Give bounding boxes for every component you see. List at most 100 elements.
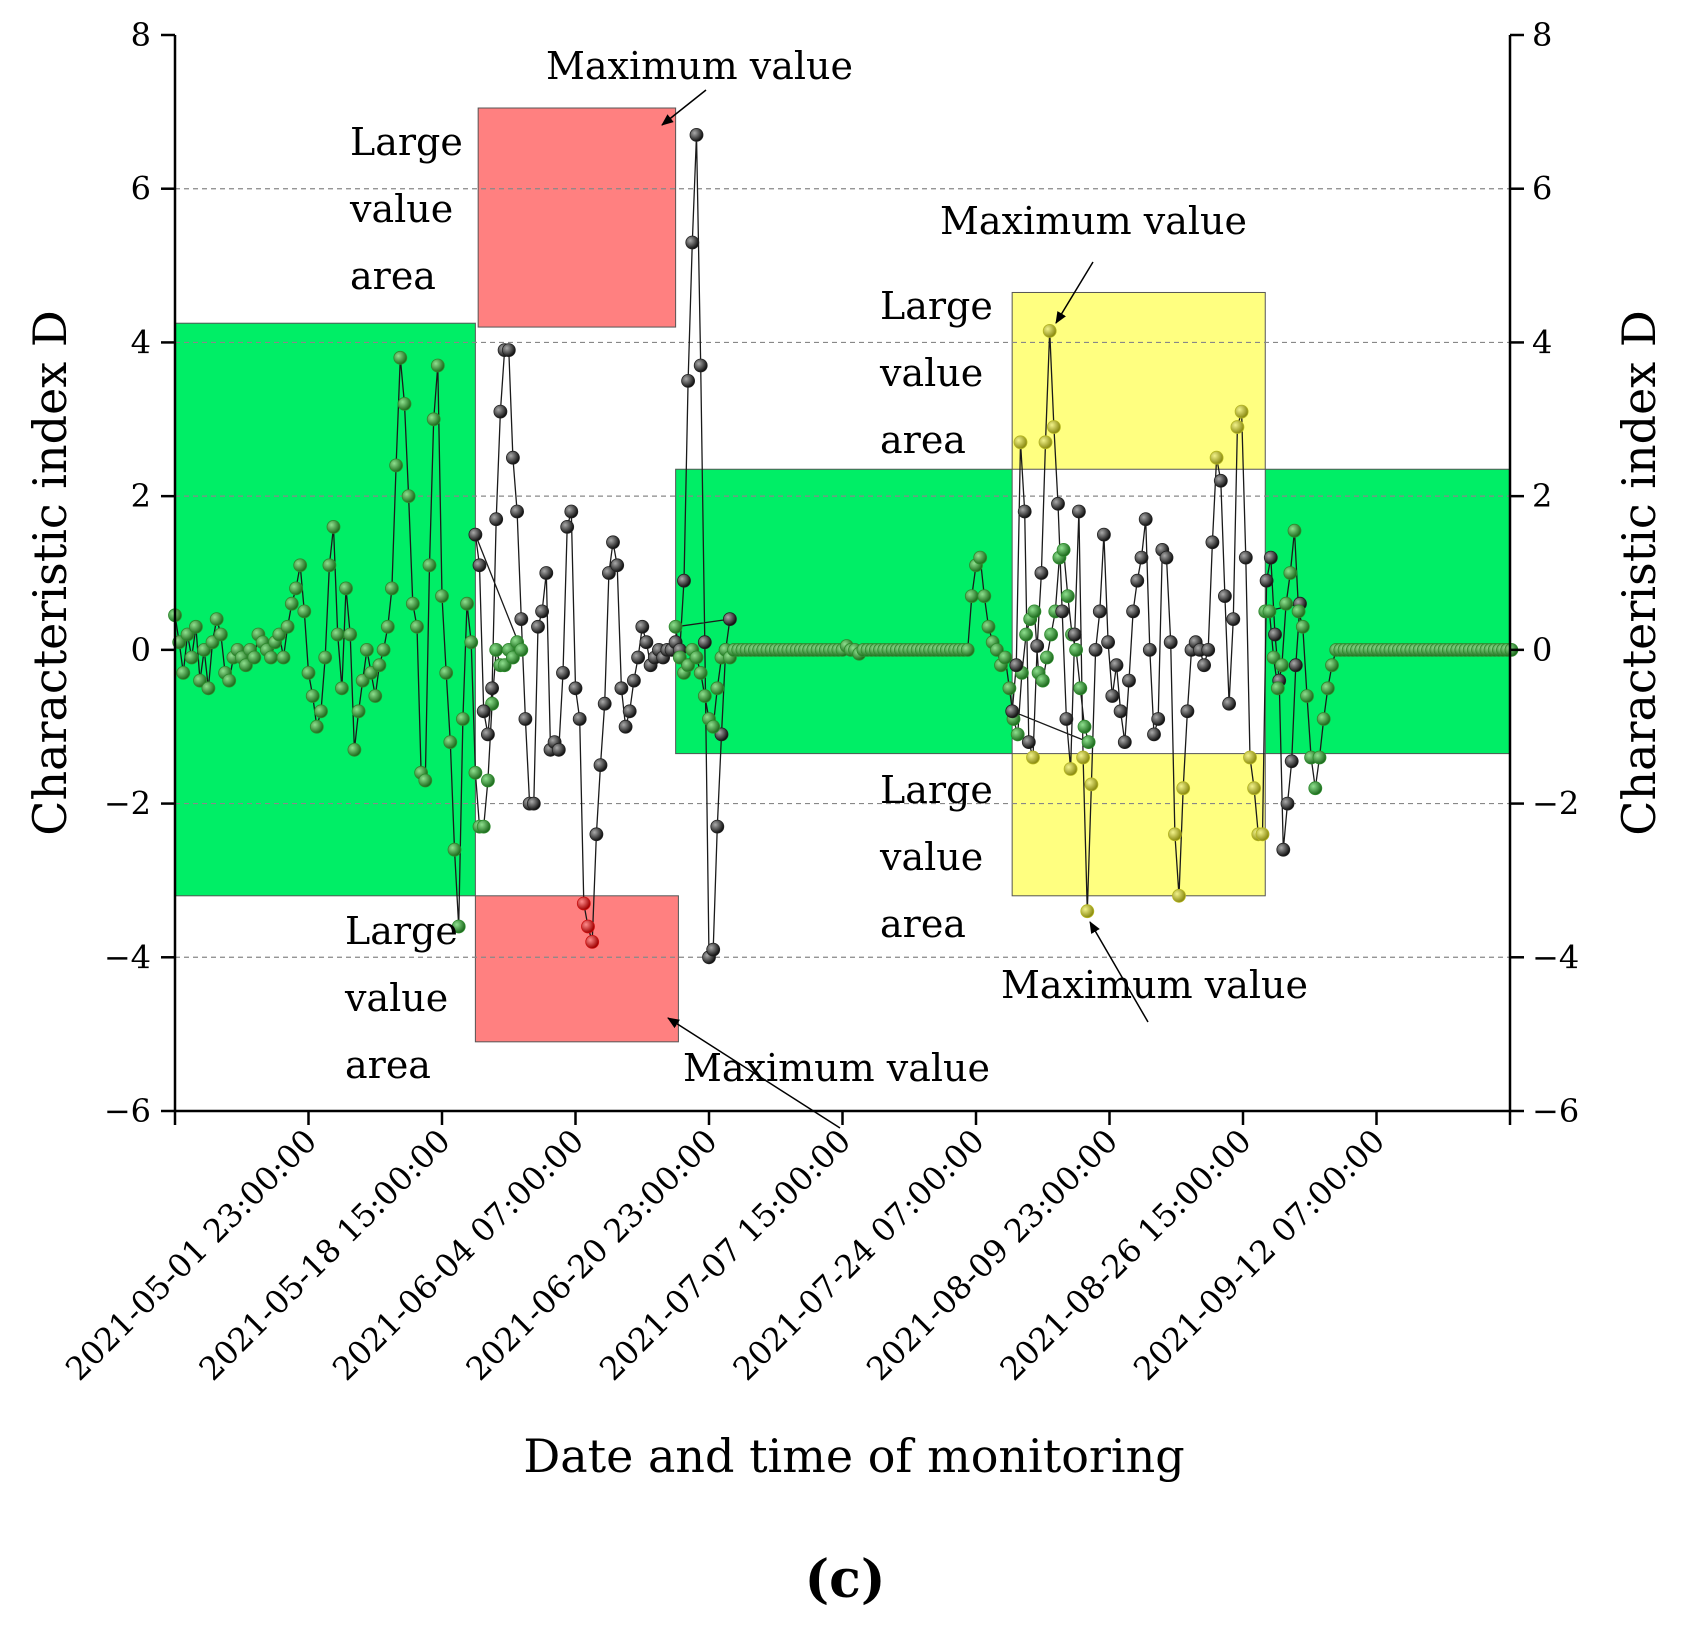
data-point-segment-1 [476,819,491,834]
data-point-segment-2 [622,704,637,719]
data-point-segment-4 [1038,435,1053,450]
data-point-segment-2 [501,343,516,358]
data-point-segment-2 [531,619,545,634]
data-point-segment-1 [460,596,474,611]
data-point-segment-1 [209,612,224,626]
data-point-segment-2 [597,696,612,711]
data-point-segment-2 [631,650,645,665]
y-axis-title-left: Characteristic index D [23,310,77,835]
data-point-segment-2 [585,935,600,949]
data-point-segment-4 [1226,612,1241,626]
annotation-top-left-max-label: Maximum value [546,44,853,88]
data-point-segment-4 [1218,589,1232,603]
data-point-segment-1 [347,742,362,757]
data-point-segment-2 [618,719,633,734]
data-point-segment-1 [514,643,529,657]
data-point-segment-5 [1262,604,1277,619]
data-point-segment-2 [556,666,570,680]
annotation-bottom-right-area-line2: value [879,835,983,879]
highlight-region-2 [477,107,677,328]
data-point-segment-4 [1026,750,1040,765]
x-axis-title: Date and time of monitoring [523,1429,1184,1483]
data-point-segment-2 [581,919,595,934]
data-point-segment-4 [1080,904,1095,919]
y-tick-label-right: 8 [1532,16,1552,54]
data-point-segment-1 [305,689,320,703]
data-point-segment-5 [1270,681,1285,696]
data-point-segment-4 [1159,550,1174,565]
data-point-segment-2 [677,573,691,588]
annotation-top-left-area-line1: Large [350,120,463,164]
data-point-segment-4 [1172,888,1186,903]
data-point-segment-4 [1176,781,1191,796]
data-point-segment-4 [1076,750,1090,765]
data-point-segment-3 [964,589,979,603]
x-tick-label: 2021-08-09 23:00:00 [859,1122,1125,1388]
data-point-segment-1 [426,412,441,427]
data-point-segment-4 [1142,643,1157,657]
data-point-segment-2 [476,704,491,719]
gridlines [175,188,1510,958]
data-point-segment-4 [1238,550,1253,565]
data-point-segment-1 [384,581,399,596]
highlight-region-7 [1264,468,1511,755]
data-point-segment-1 [339,581,353,596]
y-tick-label-left: 4 [131,323,151,361]
panel-label: (c) [805,1549,886,1610]
data-point-segment-3 [1019,627,1033,642]
data-point-segment-4 [1084,777,1099,792]
y-tick-label-right: 2 [1532,477,1552,515]
data-point-segment-3 [981,619,996,634]
data-point-segment-4 [1009,658,1024,673]
data-point-segment-2 [639,635,654,650]
data-point-segment-5 [1295,619,1310,634]
data-point-segment-2 [506,450,520,465]
data-point-segment-1 [334,681,349,696]
data-point-segment-2 [693,358,708,373]
data-point-segment-4 [1042,323,1057,338]
data-point-segment-1 [418,773,433,788]
data-point-segment-5 [1320,681,1335,696]
y-tick-label-left: 6 [131,170,151,208]
data-point-segment-1 [293,558,308,573]
data-point-segment-4 [1092,604,1107,619]
data-point-segment-4 [1209,450,1224,465]
data-point-segment-3 [693,666,708,680]
data-point-segment-4 [1088,643,1103,657]
data-point-segment-4 [1259,573,1274,588]
data-point-segment-1 [455,712,470,726]
annotation-bottom-right-max-arrow [1089,921,1149,1023]
data-point-segment-4 [1197,658,1211,673]
y-tick-label-right: −6 [1532,1092,1579,1130]
data-point-segment-4 [1072,504,1086,519]
data-point-segment-1 [359,643,374,657]
data-point-segment-1 [330,627,345,642]
data-point-segment-4 [1063,762,1078,776]
data-point-segment-2 [535,604,549,619]
annotation-top-left-area-line2: value [349,187,453,231]
data-point-segment-4 [1138,512,1153,527]
x-tick-label: 2021-07-24 07:00:00 [726,1122,992,1388]
data-point-segment-1 [405,596,420,611]
data-point-segment-1 [184,650,199,665]
data-point-segment-3 [697,689,712,703]
annotation-bottom-left-max-label: Maximum value [683,1046,990,1090]
data-point-segment-3 [960,643,975,657]
data-point-segment-2 [681,373,695,388]
data-point-segment-4 [1122,673,1136,688]
data-point-segment-4 [1134,550,1149,565]
x-tick-label: 2021-06-20 23:00:00 [459,1122,725,1388]
data-point-segment-2 [489,512,504,527]
y-tick-label-right: 0 [1532,631,1552,669]
x-tick-label: 2021-07-07 15:00:00 [592,1122,858,1388]
data-point-segment-4 [1067,627,1082,642]
data-point-segment-4 [1163,635,1178,650]
data-point-segment-1 [389,458,404,473]
data-point-segment-3 [1040,650,1054,665]
data-point-segment-4 [1268,627,1282,642]
data-point-segment-1 [176,666,191,680]
annotation-bottom-right-max-label: Maximum value [1001,963,1308,1007]
data-point-segment-5 [1287,523,1302,538]
annotation-top-right-max-label: Maximum value [940,199,1247,243]
annotation-top-right-max-arrow [1055,261,1094,324]
